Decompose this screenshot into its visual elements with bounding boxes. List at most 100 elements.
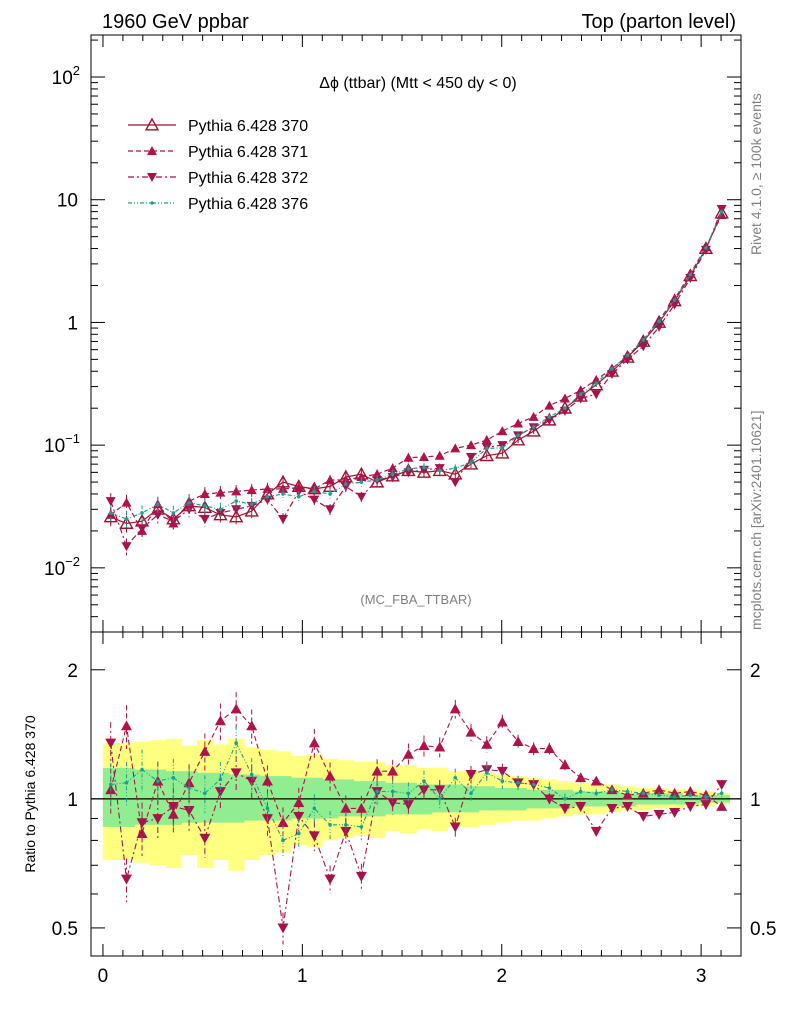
data-point — [199, 515, 210, 525]
ratio-point — [469, 791, 473, 796]
data-point — [228, 509, 244, 523]
data-point — [481, 435, 492, 445]
legend-label: Pythia 6.428 376 — [188, 196, 308, 213]
series-line — [110, 208, 723, 548]
ratio-point — [496, 766, 508, 777]
data-point — [328, 492, 332, 496]
ratio-point — [594, 791, 599, 796]
ratio-point — [406, 791, 411, 796]
ratio-point — [308, 737, 320, 748]
plot-title: Δϕ (ttbar) (Mtt < 450 dy < 0) — [319, 75, 517, 92]
ratio-point — [183, 805, 195, 816]
data-point — [218, 507, 223, 512]
ratio-point — [308, 831, 320, 842]
data-point — [124, 517, 129, 521]
data-point — [231, 486, 242, 496]
data-point — [563, 406, 567, 410]
ratio-y-tick-label: 1 — [67, 790, 78, 811]
data-point — [137, 524, 148, 534]
ratio-point — [234, 741, 238, 745]
x-tick-label: 2 — [496, 966, 507, 987]
data-point — [685, 274, 696, 284]
mcplots-label: mcplots.cern.ch [arXiv:2401.10621] — [748, 411, 764, 630]
ratio-point — [684, 786, 696, 796]
ratio-point — [246, 776, 258, 787]
data-point — [359, 480, 364, 484]
data-point — [387, 463, 398, 473]
data-point — [497, 426, 508, 436]
data-point — [622, 355, 633, 365]
data-point — [716, 205, 727, 215]
data-point — [638, 342, 649, 352]
ratio-y-label: Ratio to Pythia 6.428 370 — [22, 715, 38, 872]
data-point — [344, 482, 348, 487]
ratio-point — [167, 808, 179, 819]
ratio-point — [590, 775, 602, 786]
ratio-y-tick-label-right: 1 — [750, 790, 761, 811]
ratio-point — [402, 748, 414, 759]
data-point — [547, 415, 552, 419]
data-point — [296, 494, 301, 499]
ratio-point — [199, 745, 211, 756]
ratio-point — [418, 740, 430, 751]
ratio-point — [575, 802, 587, 812]
ratio-point — [669, 787, 681, 798]
header-left: 1960 GeV ppbar — [102, 11, 249, 33]
series-376 — [108, 209, 724, 529]
data-point — [325, 505, 336, 515]
data-point — [265, 494, 270, 499]
data-point — [356, 471, 367, 481]
ratio-point — [340, 802, 352, 813]
ratio-point — [171, 775, 176, 780]
ratio-point — [387, 765, 399, 776]
data-point — [168, 517, 179, 527]
ratio-point — [355, 802, 367, 813]
data-point — [121, 542, 132, 552]
ratio-point — [355, 871, 367, 882]
data-point — [610, 366, 614, 371]
ratio-point — [578, 789, 583, 794]
data-point — [544, 400, 555, 410]
data-point — [171, 511, 176, 515]
y-tick-label: 10 — [57, 191, 78, 212]
data-point — [591, 374, 602, 384]
ratio-point — [528, 743, 540, 753]
data-point — [450, 443, 461, 453]
x-tick-label: 1 — [297, 966, 308, 987]
ratio-point — [120, 720, 132, 731]
ratio-point — [465, 770, 477, 780]
ratio-series-376 — [108, 726, 724, 857]
data-point — [526, 423, 541, 437]
data-point — [500, 446, 505, 450]
series-line — [110, 214, 723, 533]
ratio-point — [277, 817, 289, 828]
data-point — [418, 452, 429, 462]
ratio-point — [622, 802, 634, 812]
ratio-point — [543, 794, 555, 805]
ratio-point — [704, 795, 708, 799]
ratio-point — [261, 775, 273, 786]
data-point — [213, 507, 228, 521]
ratio-point — [293, 812, 305, 822]
inner-band — [196, 772, 214, 823]
y-tick-label: 102 — [52, 63, 80, 89]
ratio-point — [563, 797, 567, 801]
ratio-y-tick-label-right: 2 — [750, 661, 761, 682]
ratio-point — [105, 738, 117, 749]
ratio-point — [590, 826, 602, 837]
main-panel: Δϕ (ttbar) (Mtt < 450 dy < 0) (MC_FBA_TT… — [44, 34, 742, 633]
data-point — [688, 272, 693, 277]
data-point — [416, 464, 432, 478]
data-point — [432, 463, 447, 477]
ratio-point — [434, 741, 446, 752]
ratio-point — [230, 703, 242, 714]
legend-marker — [147, 146, 157, 155]
y-tick-label: 10−1 — [44, 431, 80, 457]
data-point — [372, 469, 383, 479]
ratio-point — [155, 779, 160, 783]
ratio-point — [716, 780, 728, 791]
data-point — [249, 502, 254, 507]
ratio-line — [110, 742, 723, 928]
data-point — [187, 500, 191, 505]
